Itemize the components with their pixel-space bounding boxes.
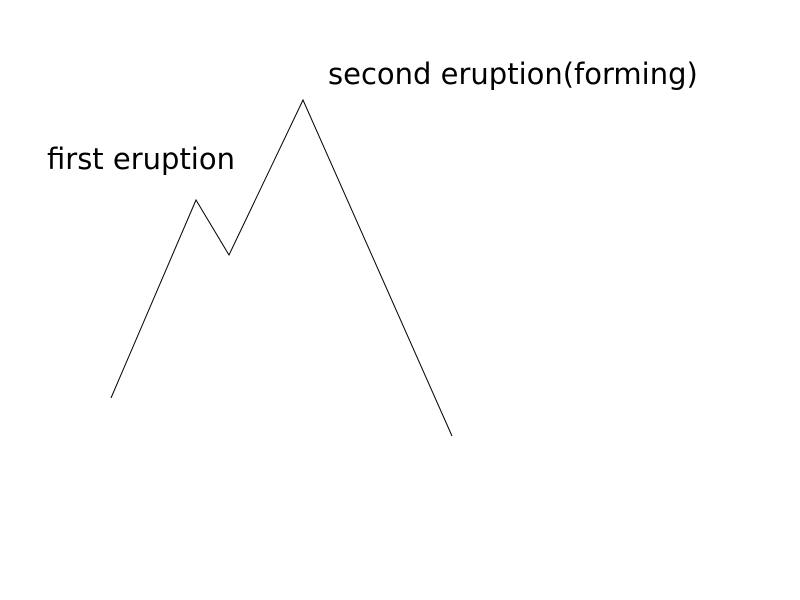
- second-eruption-label: second eruption(forming): [328, 57, 698, 91]
- first-eruption-label: first eruption: [47, 142, 235, 176]
- volcano-outline-line: [110, 98, 453, 437]
